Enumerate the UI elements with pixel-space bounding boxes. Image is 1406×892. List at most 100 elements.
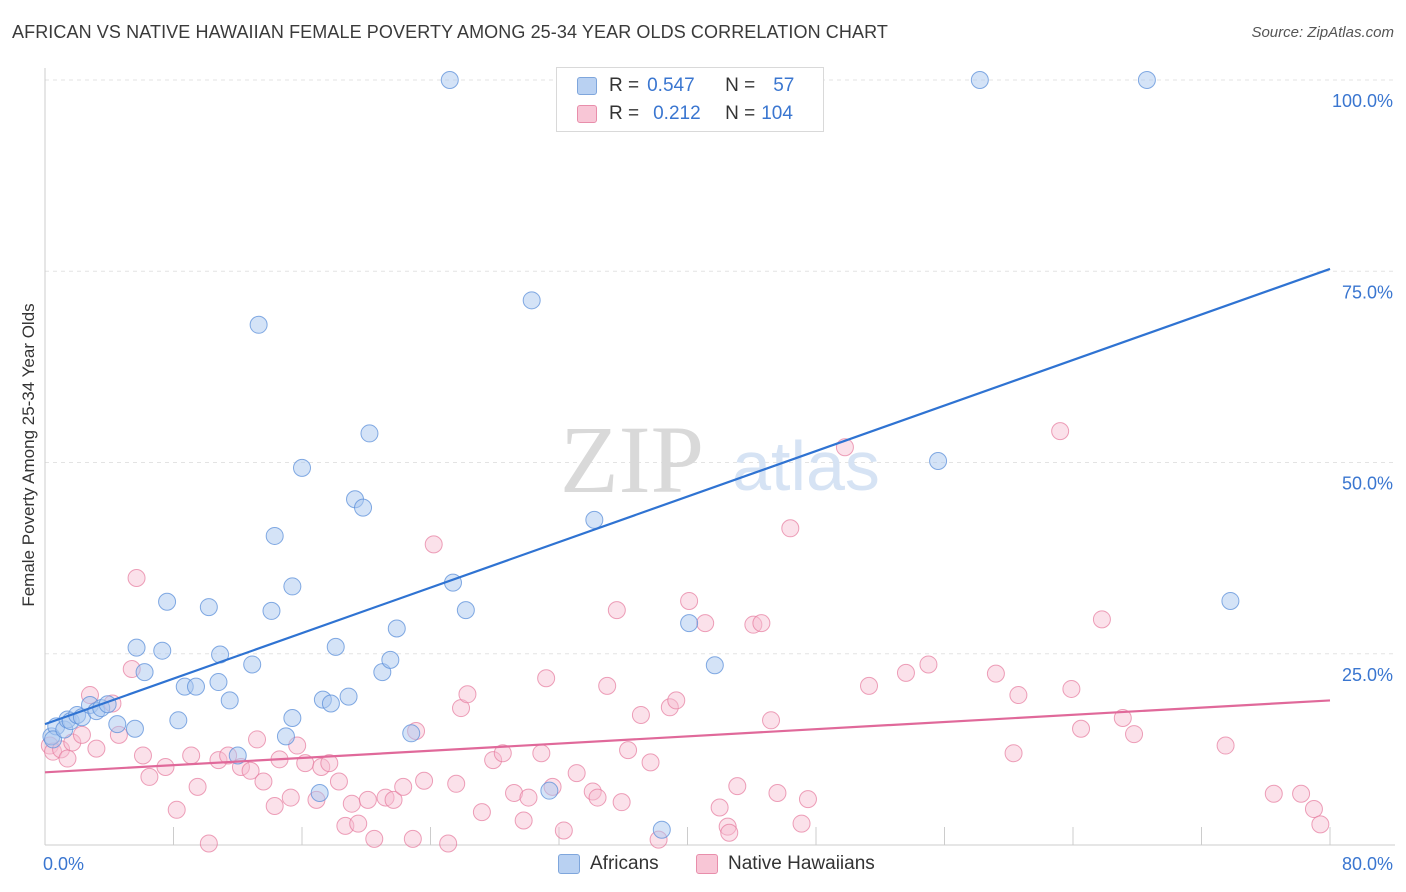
hawaiian-point bbox=[458, 685, 477, 704]
african-point bbox=[1137, 71, 1156, 89]
africans-r-label: R = bbox=[609, 75, 640, 96]
african-point bbox=[276, 727, 295, 746]
african-point bbox=[652, 820, 671, 839]
hawaiian-point bbox=[532, 744, 551, 763]
correlation-legend: R = 0.547 N = 57 R = 0.212 N = 104 bbox=[556, 67, 824, 132]
watermark-atlas: atlas bbox=[732, 427, 880, 505]
hawaiian-point bbox=[415, 771, 434, 790]
hawaiian-point bbox=[728, 777, 747, 796]
hawaiian-point bbox=[384, 790, 403, 809]
hawaiian-point bbox=[1072, 719, 1091, 738]
african-point bbox=[243, 655, 262, 674]
african-point bbox=[108, 715, 127, 734]
african-point bbox=[705, 656, 724, 675]
y-tick-label: 50.0% bbox=[1342, 474, 1393, 494]
african-point bbox=[929, 451, 948, 470]
hawaiian-point bbox=[248, 730, 267, 749]
african-point bbox=[339, 687, 358, 706]
hawaiians-legend-label: Native Hawaiians bbox=[728, 853, 875, 874]
african-point bbox=[44, 730, 63, 749]
chart-title: AFRICAN VS NATIVE HAWAIIAN FEMALE POVERT… bbox=[12, 22, 888, 42]
african-point bbox=[522, 291, 541, 310]
hawaiian-point bbox=[1264, 784, 1283, 803]
hawaiian-point bbox=[710, 798, 729, 817]
hawaiian-point bbox=[567, 764, 586, 783]
hawaiian-trend-line bbox=[44, 699, 1331, 774]
hawaiian-point bbox=[329, 772, 348, 791]
hawaiian-point bbox=[241, 761, 260, 780]
african-point bbox=[970, 71, 989, 89]
african-point bbox=[265, 526, 284, 545]
hawaiian-point bbox=[896, 663, 915, 682]
african-point bbox=[1221, 591, 1240, 610]
hawaiian-point bbox=[612, 793, 631, 812]
hawaiian-point bbox=[1125, 725, 1144, 744]
hawaiian-point bbox=[554, 821, 573, 840]
african-point bbox=[169, 711, 188, 730]
hawaiian-point bbox=[519, 788, 538, 807]
hawaiians-r-value: 0.212 bbox=[653, 103, 701, 124]
watermark-zip: ZIP bbox=[560, 406, 704, 513]
african-points bbox=[42, 71, 1240, 839]
african-point bbox=[186, 677, 205, 696]
hawaiian-point bbox=[505, 783, 524, 802]
african-point bbox=[456, 601, 475, 620]
hawaiian-point bbox=[919, 655, 938, 674]
african-point bbox=[135, 663, 154, 682]
hawaiian-point bbox=[1216, 736, 1235, 755]
hawaiian-point bbox=[660, 698, 679, 717]
african-point bbox=[402, 724, 421, 743]
hawaiian-point bbox=[133, 746, 152, 765]
african-point bbox=[354, 498, 373, 517]
hawaiian-point bbox=[1304, 800, 1323, 819]
hawaiians-r-label: R = bbox=[609, 103, 640, 124]
hawaiian-point bbox=[209, 751, 228, 770]
african-point bbox=[153, 641, 172, 660]
hawaiian-point bbox=[320, 754, 339, 773]
hawaiian-point bbox=[680, 591, 699, 610]
hawaiians-swatch bbox=[577, 105, 597, 123]
africans-legend-swatch bbox=[558, 854, 580, 874]
hawaiian-point bbox=[281, 788, 300, 807]
african-point bbox=[209, 673, 228, 692]
african-point bbox=[387, 619, 406, 638]
hawaiian-point bbox=[667, 691, 686, 710]
hawaiian-point bbox=[598, 676, 617, 695]
african-point bbox=[381, 650, 400, 669]
tick-labels: 25.0% 50.0% 75.0% 100.0% 0.0% 80.0% bbox=[43, 91, 1393, 874]
hawaiian-point bbox=[265, 796, 284, 815]
hawaiians-legend-swatch bbox=[696, 854, 718, 874]
african-point bbox=[440, 71, 459, 89]
y-tick-label: 75.0% bbox=[1342, 282, 1393, 302]
hawaiian-point bbox=[641, 753, 660, 772]
hawaiian-point bbox=[1092, 610, 1111, 629]
y-axis-label: Female Poverty Among 25-34 Year Olds bbox=[19, 303, 38, 607]
hawaiian-point bbox=[1051, 422, 1070, 441]
african-point bbox=[220, 691, 239, 710]
hawaiian-point bbox=[188, 777, 207, 796]
africans-legend-label: Africans bbox=[590, 853, 659, 874]
hawaiian-point bbox=[394, 777, 413, 796]
african-point bbox=[158, 592, 177, 611]
hawaiian-point bbox=[1113, 709, 1132, 728]
african-point bbox=[262, 601, 281, 620]
hawaiian-point bbox=[752, 614, 771, 633]
hawaiian-point bbox=[792, 814, 811, 833]
hawaiian-point bbox=[182, 746, 201, 765]
hawaiian-point bbox=[986, 664, 1005, 683]
hawaiian-point bbox=[358, 790, 377, 809]
hawaiian-point bbox=[1062, 679, 1081, 698]
african-point bbox=[680, 614, 699, 633]
hawaiian-point bbox=[403, 829, 422, 848]
y-tick-label: 25.0% bbox=[1342, 665, 1393, 685]
hawaiian-point bbox=[781, 519, 800, 538]
x-tick-label: 0.0% bbox=[43, 854, 84, 874]
hawaiian-point bbox=[349, 814, 368, 833]
hawaiian-point bbox=[718, 817, 737, 836]
hawaiian-point bbox=[87, 739, 106, 758]
hawaiian-point bbox=[472, 803, 491, 822]
hawaiian-point bbox=[58, 749, 77, 768]
african-point bbox=[283, 709, 302, 728]
africans-n-label: N = bbox=[725, 75, 756, 96]
african-point bbox=[321, 694, 340, 713]
